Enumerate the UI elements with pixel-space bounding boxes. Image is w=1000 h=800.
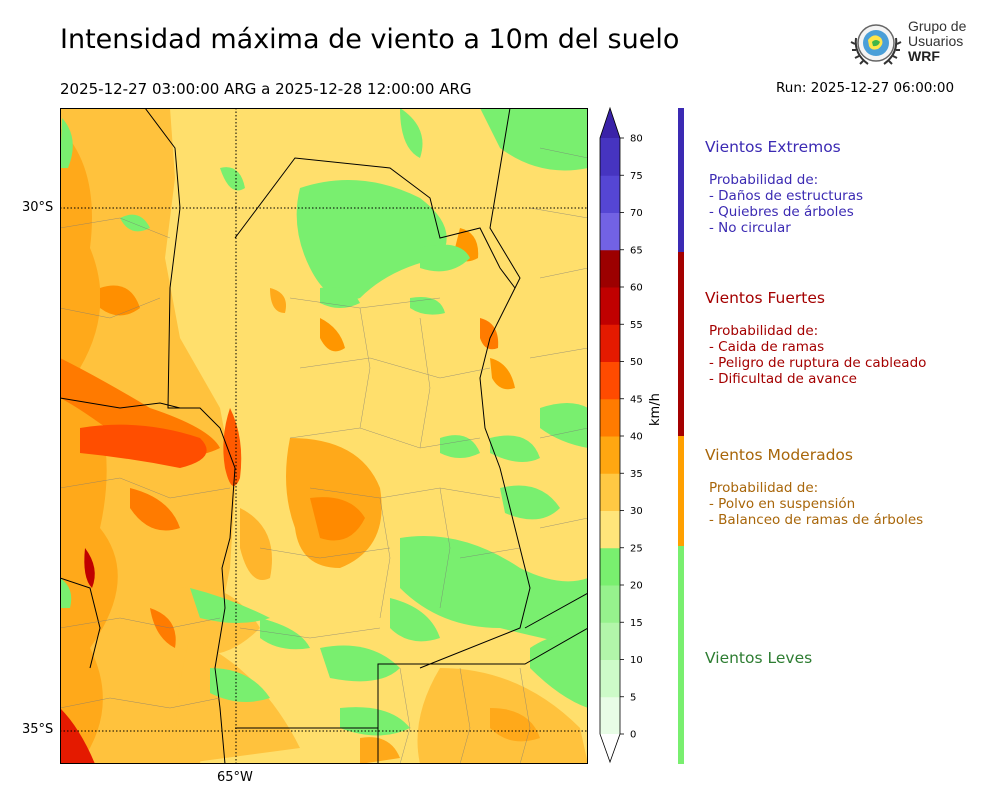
map-title: Intensidad máxima de viento a 10m del su…: [60, 24, 680, 55]
colorbar-extension-min: [600, 734, 620, 762]
wind-colorbar: 0 5 10 15 20 25 30 35 40 45 50 55 60 65 70 75 80: [599, 106, 643, 764]
lat-label-35s: 35°S: [22, 722, 54, 737]
colorbar-segment: [600, 622, 620, 660]
colorbar-segment: [600, 175, 620, 213]
wind-field-low: [190, 108, 588, 736]
wind-levels-legend: Vientos Extremos Probabilidad de: - Daño…: [676, 108, 996, 764]
colorbar-segment: [600, 436, 620, 474]
logo-line-2: Usuarios: [908, 33, 964, 49]
colorbar-tick-label: 80: [630, 134, 643, 145]
colorbar-segment: [600, 510, 620, 549]
colorbar-tick-label: 65: [630, 245, 643, 256]
colorbar-tick-label: 0: [630, 730, 636, 741]
colorbar-extension-max: [600, 108, 620, 138]
colorbar-tick-label: 35: [630, 469, 643, 480]
province-boundaries: [60, 108, 588, 764]
colorbar-tick-label: 45: [630, 394, 643, 405]
level-desc-extremos: Probabilidad de: - Daños de estructuras …: [709, 172, 864, 236]
level-bar-extremos: [678, 108, 684, 252]
colorbar-segment: [600, 473, 620, 511]
globe-laurel-icon: [850, 24, 902, 65]
colorbar-tick-label: 40: [630, 432, 643, 443]
colorbar-tick-label: 55: [630, 320, 643, 331]
colorbar-tick-label: 70: [630, 208, 643, 219]
level-bar-fuertes: [678, 252, 684, 436]
colorbar-tick-label: 50: [630, 357, 643, 368]
colorbar-segment: [600, 212, 620, 251]
model-run: Run: 2025-12-27 06:00:00: [776, 80, 955, 96]
colorbar-segment: [600, 585, 620, 623]
level-title-leves: Vientos Leves: [705, 649, 813, 667]
colorbar-ticks: 0 5 10 15 20 25 30 35 40 45 50 55 60 65 70 75 80: [620, 134, 643, 741]
colorbar-segment: [600, 398, 620, 437]
colorbar-unit: km/h: [648, 393, 663, 426]
colorbar-segment: [600, 138, 620, 176]
colorbar-tick-label: 5: [630, 692, 636, 703]
level-desc-moderados: Probabilidad de: - Polvo en suspensión -…: [709, 480, 924, 528]
colorbar-segments: [599, 106, 621, 764]
wind-map: [60, 108, 588, 764]
colorbar-segment: [600, 324, 620, 362]
colorbar-tick-label: 25: [630, 543, 643, 554]
lon-label-65w: 65°W: [217, 770, 253, 785]
colorbar-tick-label: 30: [630, 506, 643, 517]
wrf-logo: Grupo de Usuarios WRF: [848, 18, 970, 72]
colorbar-segment: [600, 287, 620, 325]
colorbar-segment: [600, 696, 620, 735]
level-title-extremos: Vientos Extremos: [705, 138, 841, 156]
forecast-period: 2025-12-27 03:00:00 ARG a 2025-12-28 12:…: [60, 80, 472, 98]
colorbar-tick-label: 60: [630, 283, 643, 294]
colorbar-segment: [600, 547, 620, 586]
colorbar-segment: [600, 361, 620, 400]
colorbar-segment: [600, 249, 620, 288]
level-title-fuertes: Vientos Fuertes: [705, 289, 825, 307]
colorbar-tick-label: 15: [630, 618, 643, 629]
logo-line-3: WRF: [908, 48, 940, 64]
level-title-moderados: Vientos Moderados: [705, 446, 853, 464]
level-bar-leves: [678, 546, 684, 764]
colorbar-segment: [600, 659, 620, 698]
lat-label-30s: 30°S: [22, 200, 54, 215]
graticule: [60, 108, 588, 764]
level-bar-moderados: [678, 436, 684, 546]
logo-line-1: Grupo de: [908, 18, 967, 34]
colorbar-tick-label: 20: [630, 581, 643, 592]
level-desc-fuertes: Probabilidad de: - Caida de ramas - Peli…: [709, 323, 927, 387]
department-boundaries: [60, 147, 588, 764]
colorbar-tick-label: 10: [630, 655, 643, 666]
colorbar-tick-label: 75: [630, 171, 643, 182]
